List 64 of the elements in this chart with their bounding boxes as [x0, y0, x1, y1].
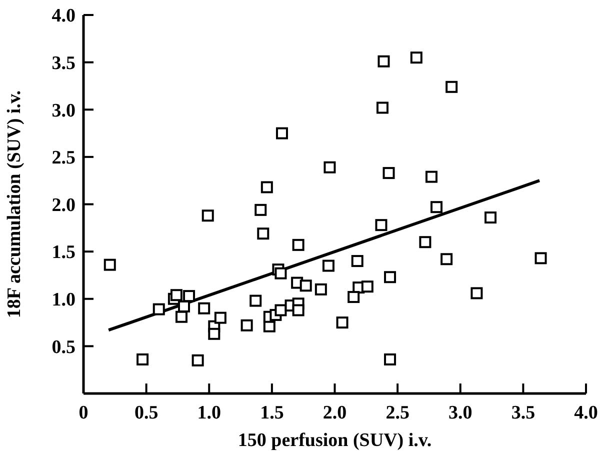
y-tick-label: 1.5 [52, 242, 76, 264]
point [274, 267, 287, 280]
point [104, 258, 116, 271]
point [348, 290, 360, 303]
x-tick-label: 1.0 [197, 402, 221, 424]
point [440, 253, 453, 266]
point [274, 304, 287, 316]
point [425, 170, 438, 183]
y-tick-label: 2.5 [52, 148, 76, 169]
x-axis-title: 150 perfusion (SUV) i.v. [238, 430, 432, 451]
point [175, 310, 188, 323]
point [254, 204, 267, 216]
x-tick-label: 4.0 [574, 402, 598, 424]
point [384, 271, 396, 284]
point [351, 255, 364, 268]
point [484, 211, 497, 224]
point [276, 127, 288, 140]
point [534, 252, 547, 264]
x-tick-label: 2.5 [386, 402, 410, 424]
point [324, 161, 336, 174]
point [170, 289, 182, 302]
x-tick-label: 3.0 [448, 402, 472, 424]
y-axis-title: 18F accumulation (SUV) i.v. [4, 90, 25, 318]
x-tick-label: 3.5 [511, 402, 536, 424]
point [300, 280, 312, 292]
point [314, 283, 327, 296]
y-tick-label: 2.0 [52, 194, 76, 216]
point [378, 55, 390, 68]
point [136, 353, 149, 366]
point [336, 316, 348, 329]
point [198, 302, 210, 314]
point [446, 80, 458, 93]
y-tick-label: 1.0 [52, 290, 76, 311]
point [376, 102, 388, 114]
point [214, 312, 226, 324]
point [292, 238, 304, 251]
point [292, 304, 304, 316]
point [260, 181, 273, 194]
point [375, 219, 388, 232]
point [257, 228, 270, 240]
point [384, 353, 396, 366]
x-tick-label: 0 [78, 402, 88, 424]
point [192, 354, 204, 366]
y-tick-label: 4.0 [52, 6, 76, 27]
point [410, 52, 422, 64]
x-tick-label: 1.5 [260, 402, 284, 424]
point [382, 167, 395, 180]
point [208, 328, 220, 340]
point [183, 290, 196, 302]
point [178, 300, 190, 312]
y-tick-label: 3.5 [52, 52, 76, 74]
point [202, 210, 214, 222]
y-tick-label: 3.0 [52, 100, 76, 122]
x-tick-label: 2.0 [322, 402, 347, 424]
point [419, 236, 432, 248]
point [322, 260, 334, 272]
point [240, 319, 253, 332]
point [470, 287, 483, 300]
point [250, 294, 262, 307]
point [152, 303, 165, 316]
point [430, 201, 443, 214]
x-tick-label: 0.5 [134, 402, 158, 424]
point [361, 280, 374, 293]
y-tick-label: 0.5 [52, 336, 76, 358]
